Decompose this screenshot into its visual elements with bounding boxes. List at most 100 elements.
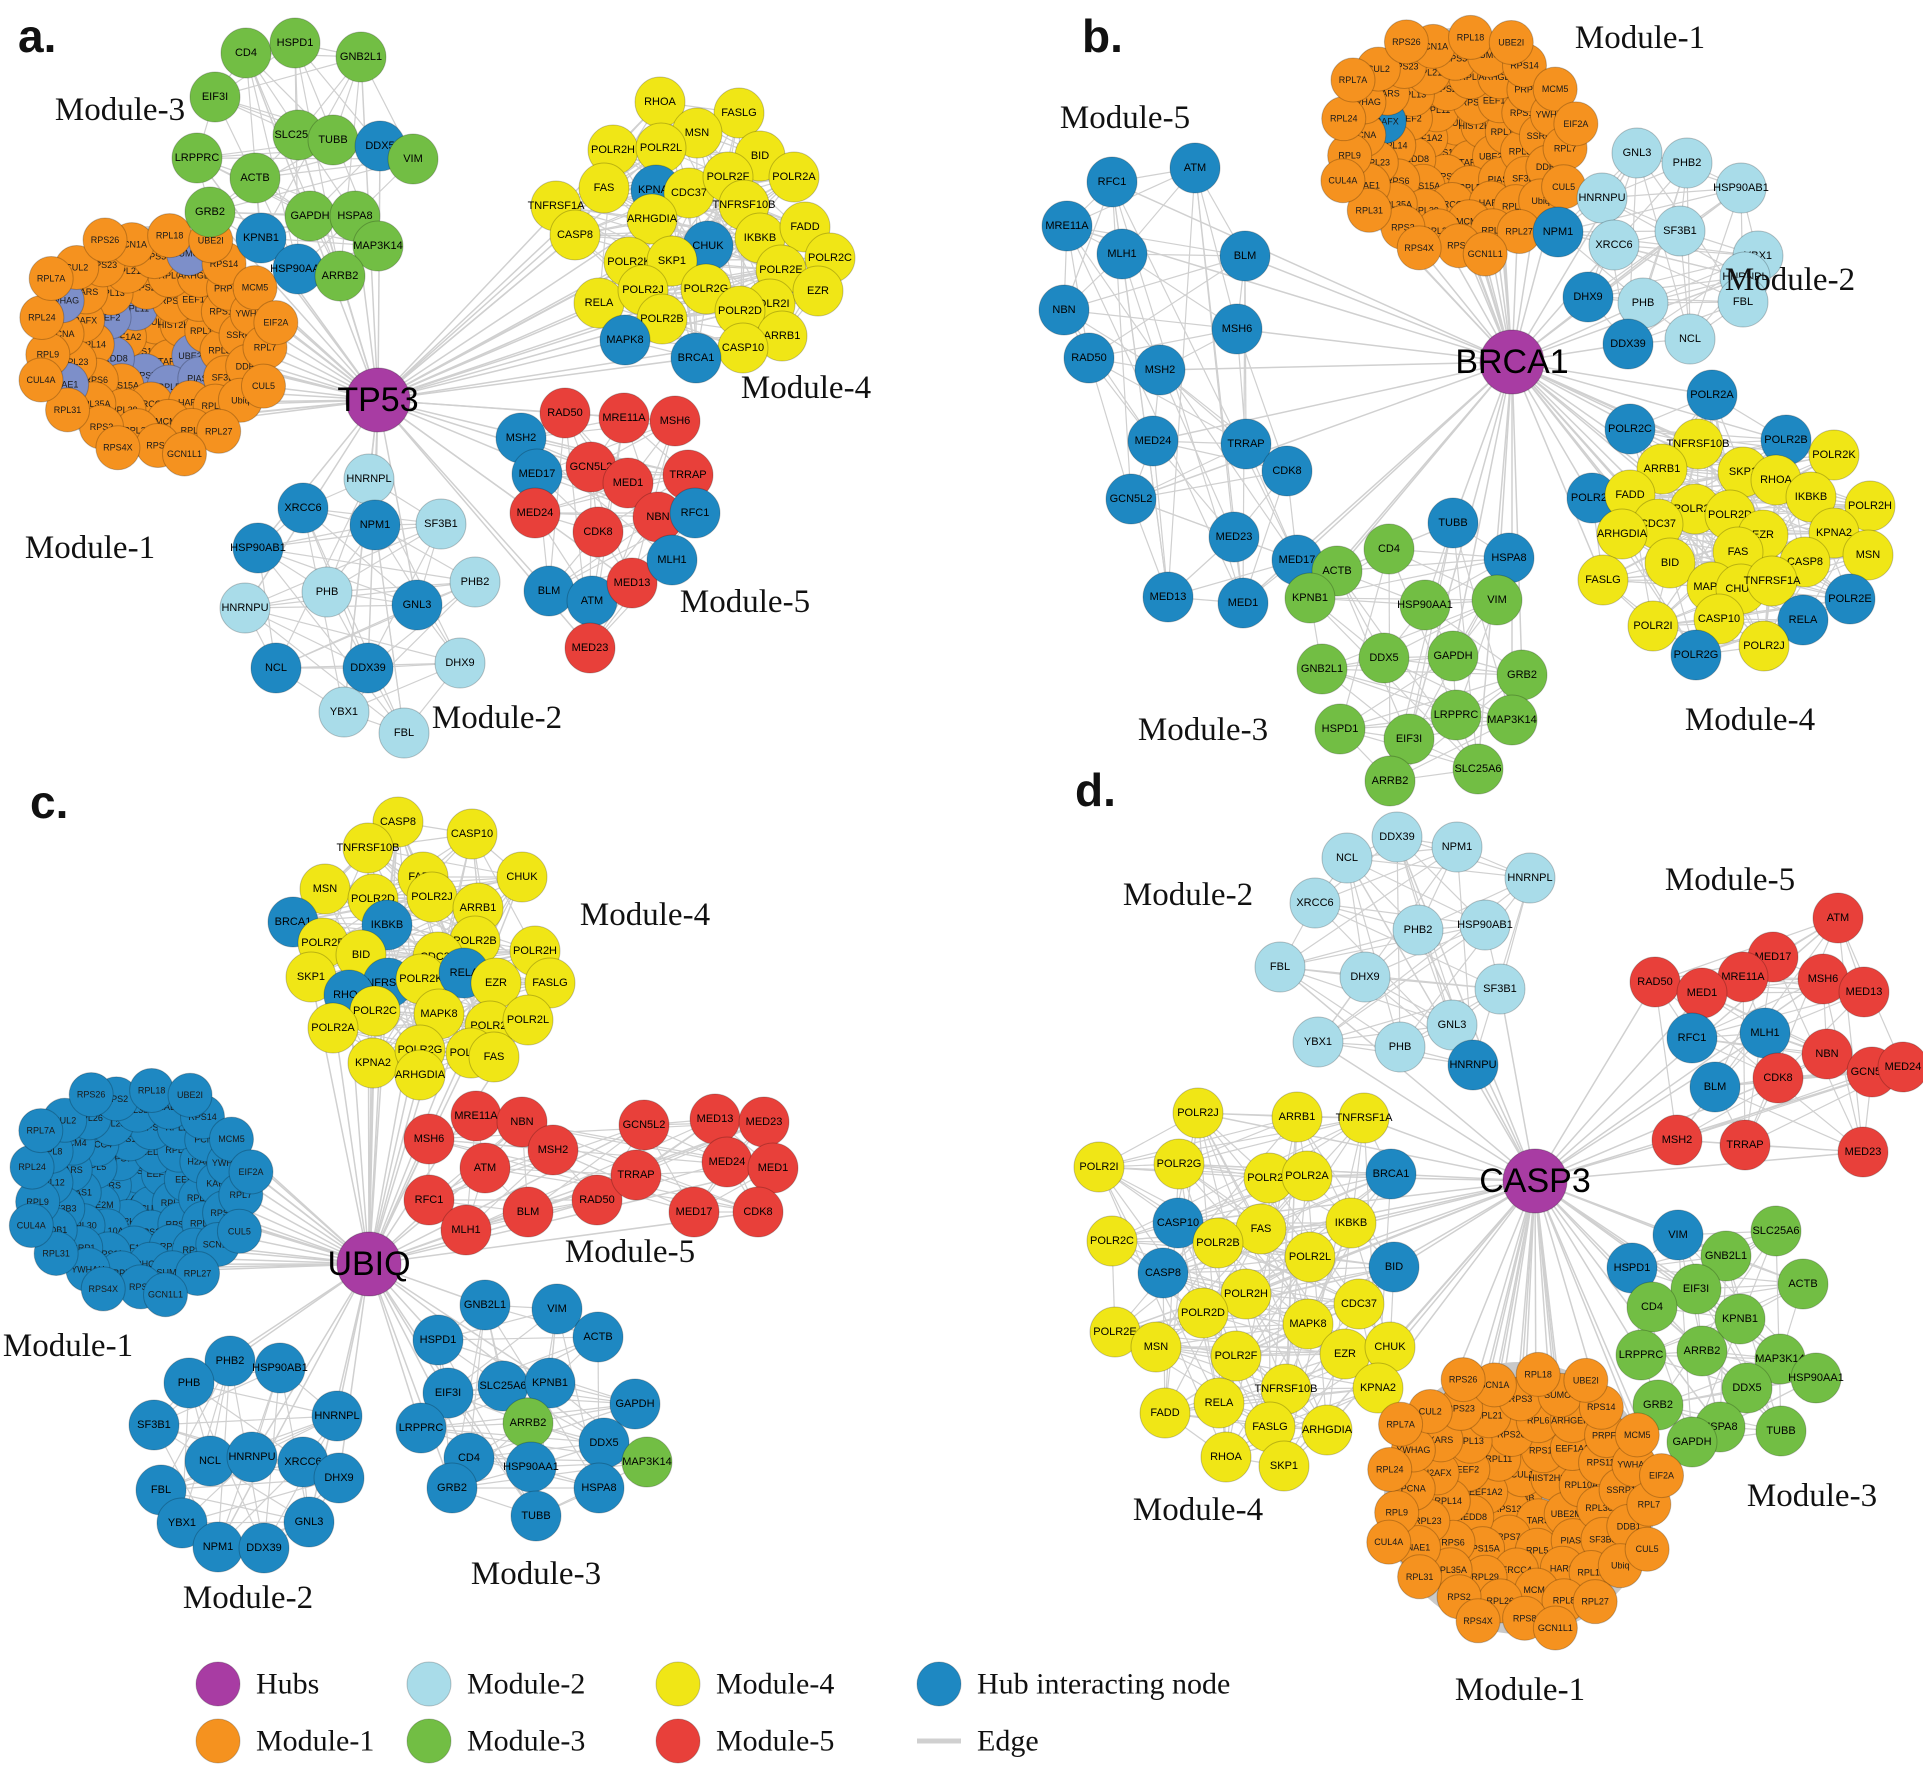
- edge: [1511, 361, 1523, 676]
- node-arrb2: [1364, 755, 1416, 807]
- node-label: NEDD8: [1399, 154, 1430, 164]
- node-label: HNRNPU: [221, 602, 268, 614]
- node-label: ERCC4: [82, 1139, 113, 1149]
- node-label: RPL29: [98, 1119, 126, 1129]
- node-label: ACTB: [1788, 1278, 1817, 1290]
- node-label: RPS6: [1386, 176, 1410, 186]
- node-dhx9: [313, 1452, 365, 1504]
- node-label: ARHGDIA: [395, 1069, 446, 1081]
- node-hsp90ab1: [254, 1342, 306, 1394]
- node-hsp90aa1: [1399, 579, 1451, 631]
- module-title: Module-3: [1138, 712, 1268, 748]
- node-rps4x: [1396, 225, 1442, 271]
- node-label: NCL: [1336, 852, 1358, 864]
- node-label: FAS: [484, 1051, 505, 1063]
- node-label: DDX5: [365, 140, 394, 152]
- node-label: TUBB: [1766, 1425, 1795, 1437]
- node-label: KPNA2: [1360, 1382, 1396, 1394]
- node-label: POLR2A: [772, 171, 816, 183]
- node-brca1: [1365, 1148, 1417, 1200]
- node-label: RPS23: [89, 260, 118, 270]
- node-label: BID: [1661, 557, 1679, 569]
- node-label: POLR2E: [759, 264, 802, 276]
- node-ybx1: [156, 1497, 208, 1549]
- node-label: PRPF3: [107, 1268, 136, 1278]
- node-label: RPS14: [1510, 60, 1539, 70]
- node-label: RPL30: [1585, 1503, 1613, 1513]
- node-label: RPL26: [1487, 1596, 1515, 1606]
- module-title: Module-3: [471, 1556, 601, 1592]
- node-slc25a6: [1452, 743, 1504, 795]
- node-label: MRE11A: [1721, 971, 1765, 983]
- node-label: KPNA2: [1816, 527, 1852, 539]
- legend-swatch-hub-interacting-node: [916, 1661, 962, 1707]
- node-label: KPNB1: [1722, 1313, 1758, 1325]
- node-label: RPL13: [1456, 1436, 1484, 1446]
- node-label: RELA: [450, 967, 479, 979]
- edge: [1714, 1086, 1864, 1153]
- edge: [1534, 1032, 1766, 1182]
- node-label: MED13: [1846, 986, 1883, 998]
- node-label: VIM: [1668, 1229, 1688, 1241]
- node-label: RPS2: [1391, 222, 1415, 232]
- node-label: YWHAH: [235, 308, 269, 318]
- panel-letter-d: d.: [1075, 764, 1116, 816]
- node-label: IKBKB: [371, 919, 403, 931]
- node-phb2: [204, 1335, 256, 1387]
- node-cdk8: [732, 1186, 784, 1238]
- node-label: RPL14: [165, 1145, 193, 1155]
- node-label: EEF2: [1399, 113, 1422, 123]
- edge: [1742, 976, 1746, 1146]
- node-tnfrsf10b: [1672, 418, 1724, 470]
- edge: [1194, 167, 1238, 330]
- node-label: YWHAH: [1617, 1460, 1651, 1470]
- node-label: PCNA: [194, 1135, 219, 1145]
- node-label: POLR2B: [1764, 434, 1807, 446]
- node-label: POLR2K: [1812, 449, 1856, 461]
- node-label: CDK8: [743, 1206, 772, 1218]
- node-label: NPM1: [1543, 226, 1574, 238]
- edge: [1063, 309, 1238, 330]
- edge: [1066, 225, 1246, 257]
- node-arrb1: [1271, 1091, 1323, 1143]
- node-rad50: [1063, 332, 1115, 384]
- node-label: MSN: [1856, 549, 1881, 561]
- node-label: TNFRSF10B: [1667, 438, 1730, 450]
- node-label: CDK8: [1763, 1072, 1792, 1084]
- edge: [1178, 1117, 1365, 1165]
- node-gcn1l1: [142, 1272, 188, 1318]
- edge: [1152, 361, 1513, 442]
- edge: [1162, 1112, 1199, 1274]
- edge: [520, 420, 676, 439]
- node-label: ERCC4: [1437, 199, 1468, 209]
- node-label: RPS2: [105, 1094, 129, 1104]
- node-label: RPS4X: [88, 1284, 118, 1294]
- node-cul4a: [1366, 1519, 1412, 1565]
- node-med23: [564, 622, 616, 674]
- node-label: SF3B3: [1589, 1534, 1617, 1544]
- node-lrpprc: [171, 132, 223, 184]
- node-label: MED1: [1687, 987, 1718, 999]
- module-title: Module-1: [3, 1328, 133, 1364]
- node-label: SKP1: [658, 255, 686, 267]
- node-npm1: [1532, 206, 1584, 258]
- node-label: MSN: [313, 883, 338, 895]
- node-med23: [1837, 1126, 1889, 1178]
- edge: [1654, 917, 1839, 983]
- node-label: MAP3K14: [353, 240, 403, 252]
- node-gcn5l2: [618, 1099, 670, 1151]
- node-label: RPS7: [133, 371, 157, 381]
- node-ncl: [1664, 313, 1716, 365]
- node-label: VIM: [1487, 594, 1507, 606]
- node-label: SUMO3: [173, 248, 205, 258]
- node-label: POLR2L: [640, 142, 682, 154]
- node-label: YWHAH: [71, 1265, 105, 1275]
- node-label: PHB2: [216, 1355, 245, 1367]
- node-blm: [1689, 1061, 1741, 1113]
- edge: [1557, 187, 1742, 233]
- node-polr2f: [1210, 1330, 1262, 1382]
- edge: [188, 1382, 338, 1417]
- node-label: RPL14: [1380, 140, 1408, 150]
- node-label: CUL1: [140, 1203, 163, 1213]
- node-label: SF3B1: [424, 518, 458, 530]
